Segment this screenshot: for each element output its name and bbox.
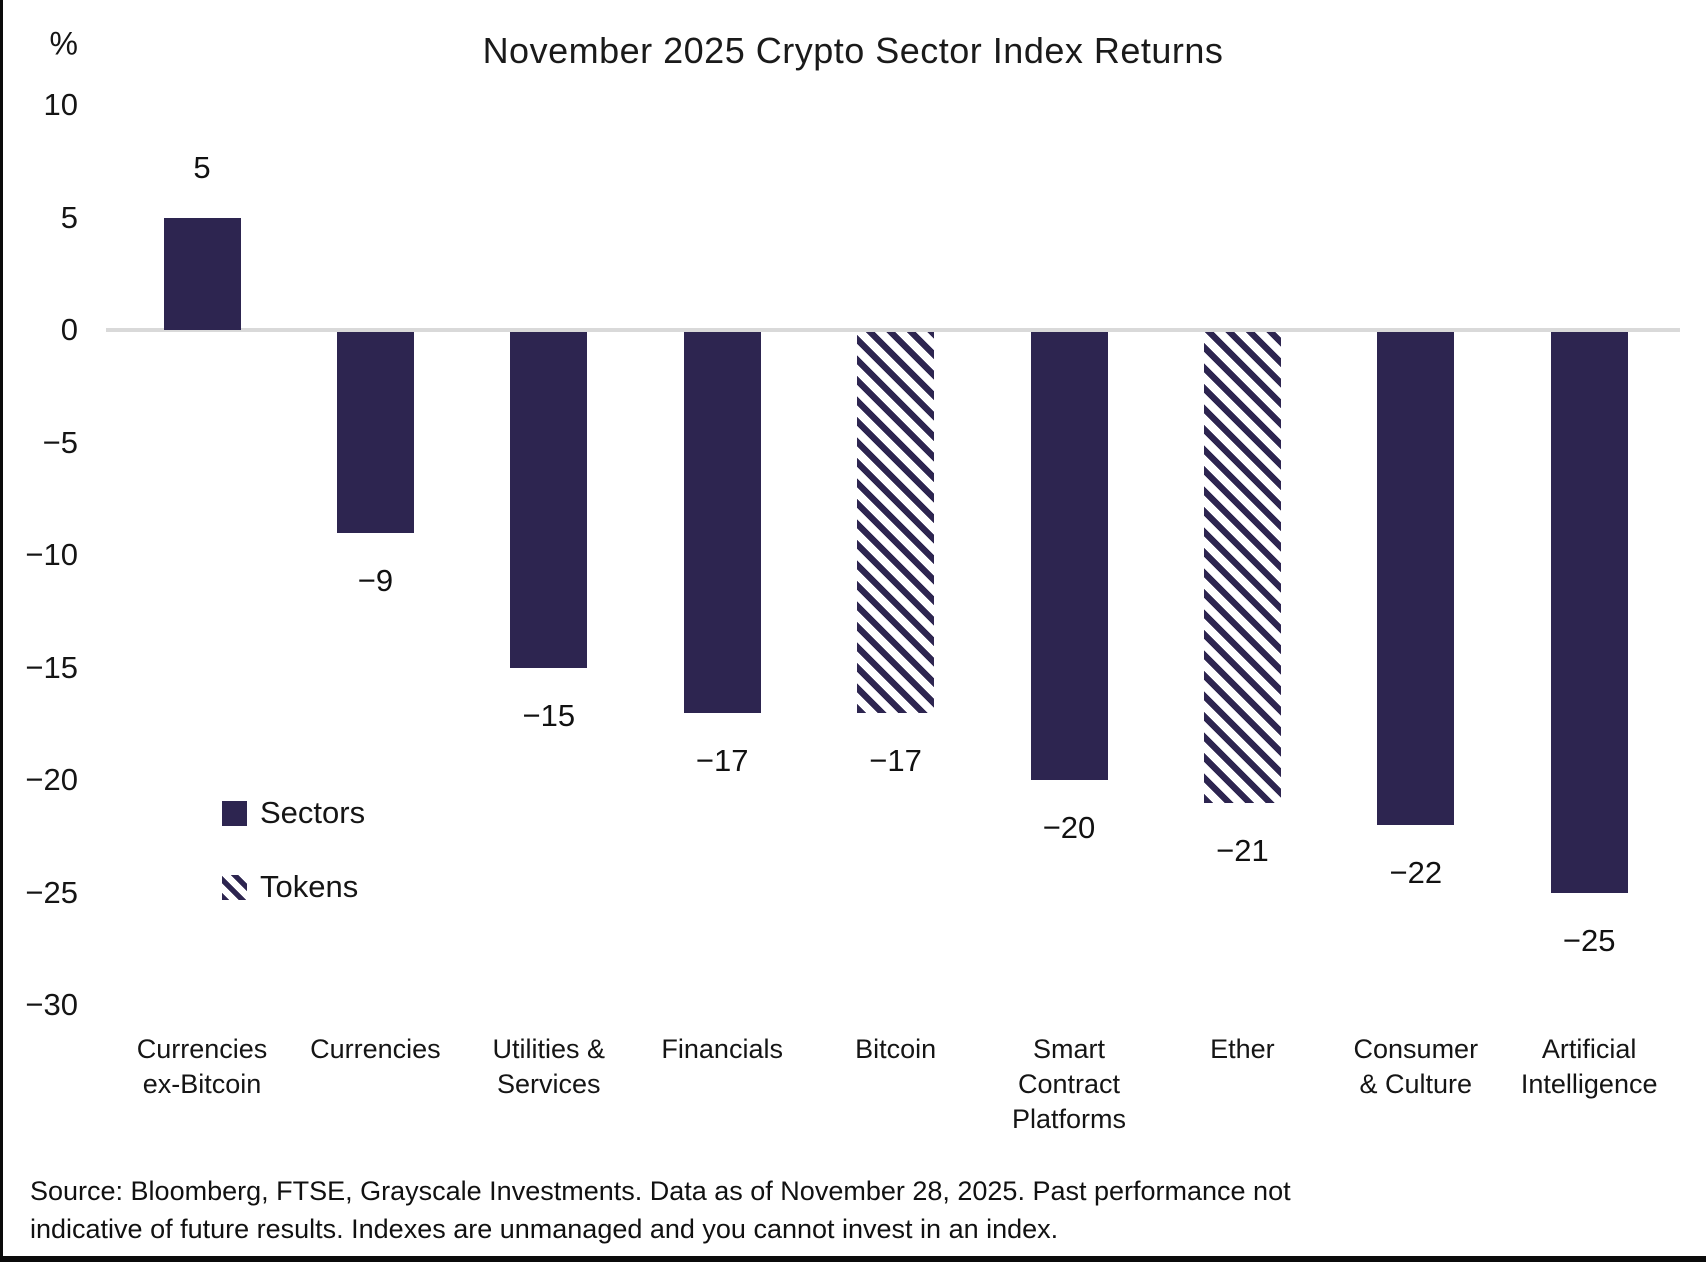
y-tick-label--5: −5	[42, 424, 78, 460]
value-label-currencies: −9	[357, 562, 394, 598]
zero-baseline	[106, 328, 1680, 332]
legend-sectors-label: Sectors	[260, 795, 366, 830]
source-footnote-line: Source: Bloomberg, FTSE, Grayscale Inves…	[30, 1176, 1291, 1206]
bar-smart-contract-platforms	[1030, 332, 1108, 780]
y-tick-label--10: −10	[25, 537, 78, 572]
value-label-financials: −17	[695, 742, 749, 778]
value-label-bitcoin: −17	[869, 742, 922, 778]
y-tick-label--25: −25	[25, 874, 78, 910]
x-category-label-currencies: Currencies	[310, 1034, 441, 1064]
y-tick-label-10: 10	[43, 87, 78, 122]
x-category-label-bitcoin: Bitcoin	[855, 1034, 937, 1064]
legend-tokens-label: Tokens	[260, 869, 359, 904]
legend-item-tokens: Tokens	[222, 869, 365, 904]
y-tick-label-5: 5	[60, 199, 78, 235]
bar-utilities-services	[510, 332, 588, 668]
x-category-label-utilities-services: Utilities & Services	[492, 1034, 606, 1099]
y-tick-label--30: −30	[25, 987, 78, 1022]
bar-bitcoin	[857, 332, 935, 713]
bar-currencies	[336, 332, 414, 533]
x-category-label-currencies-ex-bitcoin: Currencies ex-Bitcoin	[136, 1034, 268, 1099]
tokens-swatch-icon	[222, 874, 247, 900]
bar-ether	[1203, 332, 1281, 803]
value-label-consumer-culture: −22	[1389, 855, 1443, 890]
y-axis-unit-label: %	[49, 25, 78, 62]
bar-consumer-culture	[1377, 332, 1455, 825]
x-category-label-smart-contract-platforms: Smart Contract Platforms	[1011, 1034, 1127, 1134]
value-label-utilities-services: −15	[522, 697, 576, 733]
legend: Sectors Tokens	[222, 795, 366, 946]
value-label-artificial-intelligence: −25	[1562, 922, 1616, 958]
bottom-border	[0, 1256, 1706, 1262]
x-category-label-consumer-culture: Consumer & Culture	[1353, 1034, 1479, 1099]
x-category-label-artificial-intelligence: Artificial Intelligence	[1520, 1034, 1658, 1099]
x-category-label-financials: Financials	[661, 1034, 783, 1064]
bar-financials	[683, 332, 761, 713]
value-label-currencies-ex-bitcoin: 5	[193, 149, 211, 185]
source-footnote-line: indicative of future results. Indexes ar…	[30, 1214, 1059, 1244]
y-tick-label-0: 0	[60, 312, 78, 347]
y-tick-label--20: −20	[25, 762, 78, 797]
bar-currencies-ex-bitcoin	[163, 217, 241, 330]
bar-artificial-intelligence	[1550, 332, 1628, 893]
legend-item-sectors: Sectors	[222, 795, 366, 830]
y-tick-label--15: −15	[25, 649, 78, 685]
source-footnote: Source: Bloomberg, FTSE, Grayscale Inves…	[30, 1172, 1650, 1248]
value-label-ether: −21	[1216, 832, 1269, 868]
chart-title: November 2025 Crypto Sector Index Return…	[482, 30, 1224, 71]
x-category-label-ether: Ether	[1210, 1034, 1275, 1064]
left-border	[0, 0, 3, 1262]
value-label-smart-contract-platforms: −20	[1042, 810, 1096, 845]
sectors-swatch-icon	[222, 800, 247, 826]
